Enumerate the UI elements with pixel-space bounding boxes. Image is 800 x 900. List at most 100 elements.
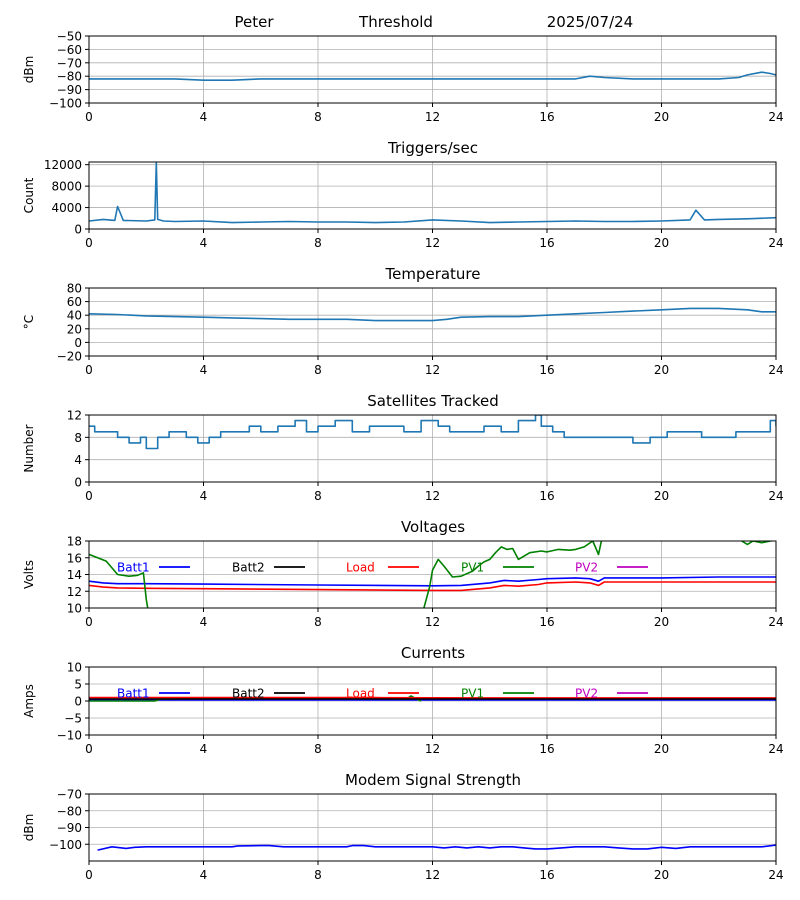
x-tick-label: 16	[539, 868, 554, 882]
y-tick-label: −10	[57, 729, 82, 743]
series-line-pv1	[89, 541, 776, 608]
legend-label-batt1: Batt1	[117, 561, 150, 575]
series-line-signal	[89, 71, 776, 81]
x-tick-label: 8	[314, 868, 322, 882]
x-tick-label: 12	[425, 615, 440, 629]
x-tick-label: 20	[654, 363, 669, 377]
y-axis-label: Amps	[22, 684, 36, 718]
y-tick-label: 8	[74, 431, 82, 445]
x-tick-label: 20	[654, 236, 669, 250]
y-tick-label: −50	[57, 30, 82, 44]
y-tick-label: 16	[67, 551, 82, 565]
x-tick-label: 0	[85, 489, 93, 503]
x-tick-label: 8	[314, 236, 322, 250]
x-tick-label: 4	[200, 489, 208, 503]
legend-label-batt2: Batt2	[232, 687, 265, 701]
x-tick-label: 4	[200, 110, 208, 124]
x-tick-label: 8	[314, 742, 322, 756]
series-line-triggers	[89, 162, 776, 224]
legend-label-batt1: Batt1	[117, 687, 150, 701]
x-tick-label: 0	[85, 742, 93, 756]
x-tick-label: 20	[654, 615, 669, 629]
x-tick-label: 16	[539, 236, 554, 250]
x-tick-label: 0	[85, 110, 93, 124]
header-name: Peter	[234, 13, 274, 31]
x-tick-label: 16	[539, 615, 554, 629]
y-axis-label: dBm	[22, 814, 36, 842]
y-tick-label: 20	[67, 322, 82, 336]
legend-label-pv1: PV1	[461, 561, 484, 575]
x-tick-label: 16	[539, 110, 554, 124]
panel-triggers: 0 4 8 12 16 20 24 0 4000 8000 12000 Count Triggers/s…	[22, 139, 784, 250]
panel-title: Triggers/sec	[387, 139, 478, 157]
panel-satellites: 0 4 8 12 16 20 24 0 4 8 12 Number Satellites Tracked	[22, 392, 784, 503]
y-tick-label: −20	[57, 350, 82, 364]
x-tick-label: 4	[200, 615, 208, 629]
legend-label-pv1: PV1	[461, 687, 484, 701]
y-tick-label: 12	[67, 409, 82, 423]
x-tick-label: 20	[654, 489, 669, 503]
x-tick-label: 4	[200, 236, 208, 250]
y-tick-label: 10	[67, 661, 82, 675]
series-line-temperature	[89, 307, 776, 322]
y-tick-label: 18	[67, 535, 82, 549]
legend-label-batt2: Batt2	[232, 561, 265, 575]
x-tick-label: 20	[654, 110, 669, 124]
y-tick-label: −100	[49, 838, 82, 852]
y-axis-label: dBm	[22, 56, 36, 84]
y-axis-label: °C	[22, 315, 36, 329]
x-tick-label: 16	[539, 489, 554, 503]
panel-modem: 0 4 8 12 16 20 24 −70 −80 −90 −100 dBm Modem Signal …	[22, 771, 784, 882]
y-tick-label: 0	[74, 476, 82, 490]
y-tick-label: −60	[57, 43, 82, 57]
y-tick-label: −80	[57, 804, 82, 818]
series-line-batt1	[89, 576, 776, 587]
x-tick-label: 8	[314, 489, 322, 503]
x-tick-label: 4	[200, 742, 208, 756]
x-tick-label: 0	[85, 615, 93, 629]
x-tick-label: 12	[425, 236, 440, 250]
y-tick-label: 12000	[44, 158, 82, 172]
x-tick-label: 20	[654, 868, 669, 882]
x-tick-label: 0	[85, 363, 93, 377]
header-mode: Threshold	[358, 13, 433, 31]
x-tick-label: 20	[654, 742, 669, 756]
x-tick-label: 12	[425, 868, 440, 882]
y-axis-label: Count	[22, 177, 36, 213]
panel-signal: 0 4 8 12 16 20 24 −50−60−70−80−90−100 dBm	[22, 30, 784, 125]
x-tick-label: 24	[768, 742, 783, 756]
panel-title: Currents	[401, 644, 465, 662]
x-tick-label: 24	[768, 363, 783, 377]
x-tick-label: 8	[314, 615, 322, 629]
x-tick-label: 12	[425, 110, 440, 124]
y-axis-label: Number	[22, 424, 36, 472]
y-tick-label: 0	[74, 223, 82, 237]
y-tick-label: −80	[57, 70, 82, 84]
x-tick-label: 24	[768, 615, 783, 629]
legend-label-pv2: PV2	[575, 687, 598, 701]
series-line-modem	[97, 844, 776, 851]
x-tick-label: 4	[200, 868, 208, 882]
y-tick-label: 12	[67, 585, 82, 599]
y-tick-label: 60	[67, 295, 82, 309]
y-tick-label: 5	[74, 678, 82, 692]
x-tick-label: 4	[200, 363, 208, 377]
x-tick-label: 12	[425, 363, 440, 377]
x-tick-label: 0	[85, 236, 93, 250]
x-tick-label: 16	[539, 363, 554, 377]
x-tick-label: 24	[768, 489, 783, 503]
legend-label-load: Load	[346, 687, 375, 701]
panel-title: Voltages	[401, 518, 465, 536]
y-tick-label: −90	[57, 821, 82, 835]
y-tick-label: 40	[67, 309, 82, 323]
y-tick-label: 80	[67, 282, 82, 296]
y-tick-label: 14	[67, 568, 82, 582]
y-tick-label: −5	[64, 712, 82, 726]
panel-title: Temperature	[384, 265, 480, 283]
series-line-load	[89, 581, 776, 592]
x-tick-label: 12	[425, 742, 440, 756]
y-tick-label: 4000	[51, 201, 82, 215]
header-date: 2025/07/24	[547, 13, 633, 31]
legend-label-load: Load	[346, 561, 375, 575]
